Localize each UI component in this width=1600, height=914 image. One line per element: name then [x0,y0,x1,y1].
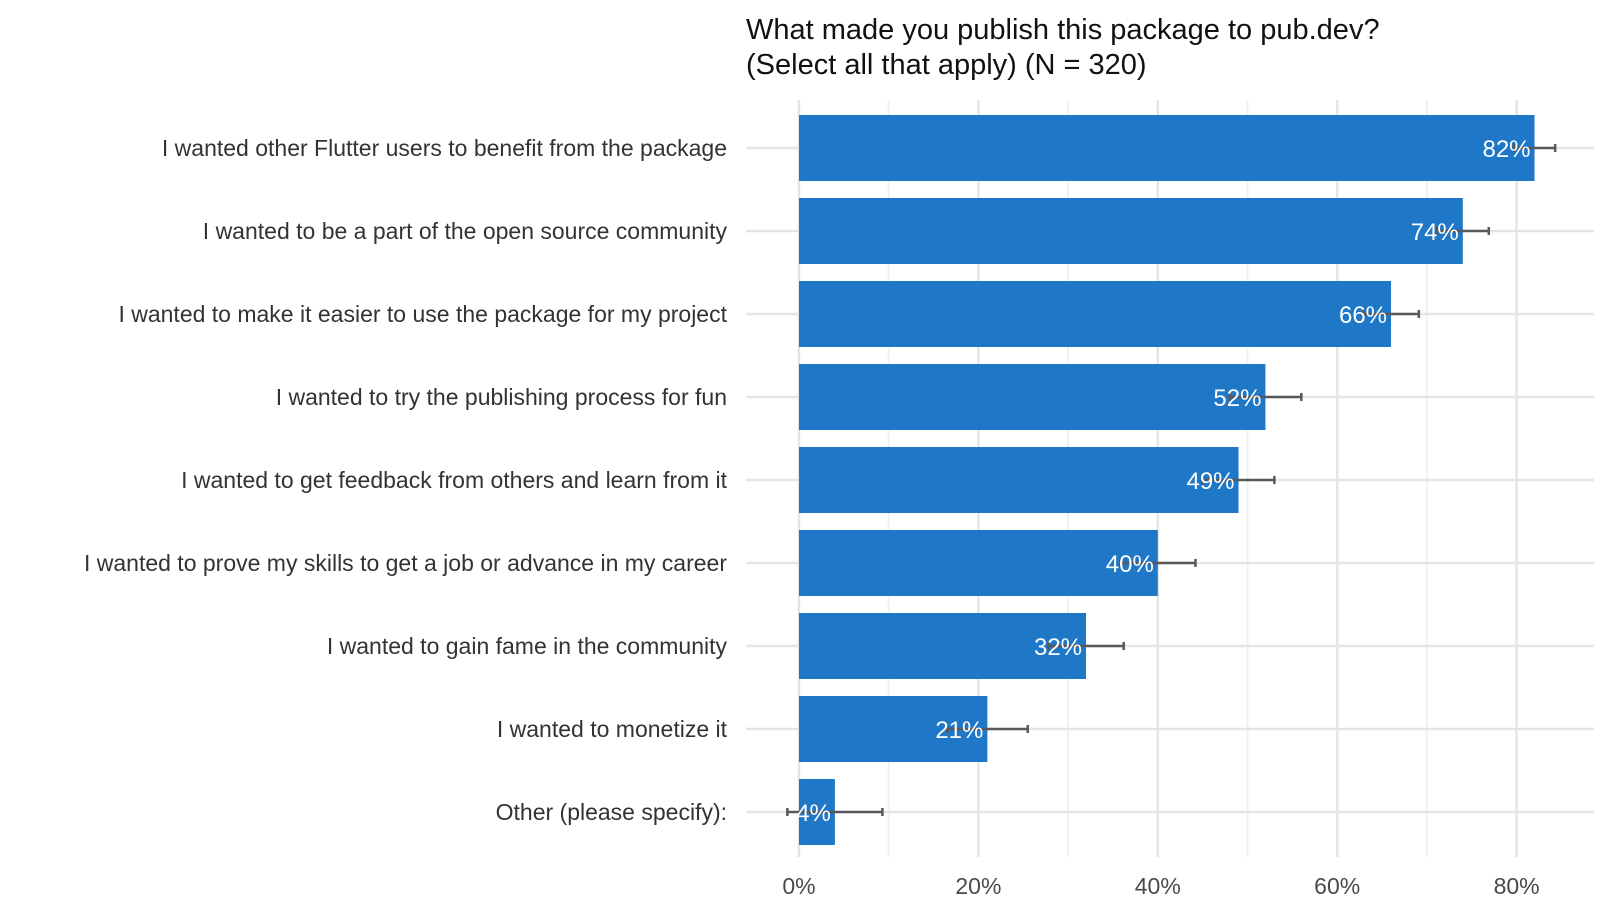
data-label: 21% [935,717,983,744]
category-label: I wanted to be a part of the open source… [203,218,728,244]
data-label: 32% [1034,634,1082,661]
bar [799,115,1535,181]
category-labels-layer: I wanted other Flutter users to benefit … [84,135,728,825]
bar [799,364,1266,430]
bar [799,530,1158,596]
x-tick-label: 20% [955,873,1001,899]
data-label: 74% [1411,219,1459,246]
category-label: I wanted to try the publishing process f… [276,384,727,410]
data-label: 4% [796,800,831,827]
data-labels-layer: 82% 74% 66% 52% 49% 40% 32% 21% 4% [796,136,1530,827]
chart-title: What made you publish this package to pu… [746,14,1380,46]
category-label: I wanted to monetize it [497,716,728,742]
x-axis-ticks-layer: 0% 20% 40% 60% 80% [782,873,1539,899]
data-label: 49% [1186,468,1234,495]
category-label: I wanted to get feedback from others and… [181,467,728,493]
category-label: I wanted other Flutter users to benefit … [162,135,727,161]
category-label: I wanted to prove my skills to get a job… [84,550,727,576]
bar [799,613,1087,679]
x-tick-label: 60% [1314,873,1360,899]
error-bars-layer [786,144,1557,816]
x-tick-label: 80% [1494,873,1540,899]
data-label: 66% [1339,302,1387,329]
category-label: I wanted to gain fame in the community [327,633,728,659]
x-tick-label: 40% [1135,873,1181,899]
category-label: I wanted to make it easier to use the pa… [118,301,727,327]
bars-layer [799,115,1535,845]
chart-subtitle: (Select all that apply) (N = 320) [746,49,1147,81]
category-label: Other (please specify): [496,799,727,825]
data-label: 52% [1213,385,1261,412]
bar [799,198,1463,264]
bar [799,447,1239,513]
data-label: 82% [1482,136,1530,163]
data-label: 40% [1106,551,1154,578]
bar [799,281,1392,347]
x-tick-label: 0% [782,873,815,899]
